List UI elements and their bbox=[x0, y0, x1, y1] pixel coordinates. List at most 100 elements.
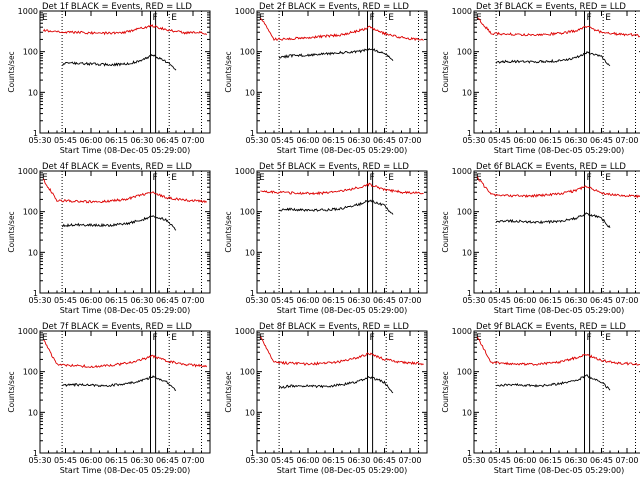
x-axis-label: Start Time (08-Dec-05 05:29:00) bbox=[60, 146, 191, 155]
x-tick-label: 06:15 bbox=[539, 136, 562, 145]
x-tick-label: 05:45 bbox=[488, 296, 511, 305]
events-series-line bbox=[278, 47, 394, 61]
y-tick-label: 1 bbox=[33, 289, 38, 298]
events-series-line bbox=[495, 374, 611, 391]
plot-frame bbox=[473, 10, 640, 134]
panel-title: Det 7f BLACK = Events, RED = LLD bbox=[42, 322, 192, 332]
plot-frame bbox=[473, 170, 640, 294]
y-tick-label: 10 bbox=[28, 408, 38, 417]
x-tick-label: 06:30 bbox=[130, 136, 153, 145]
time-marker-label: E bbox=[259, 333, 265, 343]
x-tick-label: 06:00 bbox=[79, 456, 102, 465]
x-tick-label: 07:00 bbox=[398, 136, 421, 145]
y-tick-label: 100 bbox=[23, 208, 38, 217]
x-tick-label: 06:15 bbox=[105, 456, 128, 465]
time-marker-label: E bbox=[476, 13, 482, 23]
x-tick-label: 06:00 bbox=[296, 136, 319, 145]
lld-series-line bbox=[476, 176, 640, 199]
x-tick-label: 07:00 bbox=[181, 136, 204, 145]
time-marker-label: F bbox=[370, 333, 375, 343]
x-tick-label: 05:45 bbox=[54, 296, 77, 305]
x-tick-label: 06:15 bbox=[322, 136, 345, 145]
time-marker-label: E bbox=[171, 333, 177, 343]
time-marker-label: F bbox=[153, 173, 158, 183]
x-tick-label: 05:30 bbox=[28, 456, 51, 465]
x-tick-label: 06:15 bbox=[539, 456, 562, 465]
x-tick-label: 06:15 bbox=[105, 136, 128, 145]
time-marker-label: F bbox=[587, 333, 592, 343]
events-series-line bbox=[495, 212, 611, 228]
y-tick-label: 100 bbox=[457, 208, 472, 217]
time-marker-label: E bbox=[605, 173, 611, 183]
x-tick-label: 05:45 bbox=[488, 456, 511, 465]
x-tick-label: 07:00 bbox=[398, 296, 421, 305]
x-tick-label: 06:45 bbox=[373, 296, 396, 305]
x-axis-label: Start Time (08-Dec-05 05:29:00) bbox=[494, 306, 625, 315]
plot-frame bbox=[39, 170, 211, 294]
y-tick-label: 1000 bbox=[452, 167, 472, 176]
y-tick-label: 10 bbox=[245, 248, 255, 257]
panel-title: Det 3f BLACK = Events, RED = LLD bbox=[476, 2, 626, 12]
time-marker-label: E bbox=[171, 13, 177, 23]
x-tick-label: 06:00 bbox=[79, 296, 102, 305]
x-axis-label: Start Time (08-Dec-05 05:29:00) bbox=[60, 306, 191, 315]
y-axis-label: Counts/sec bbox=[441, 211, 450, 252]
y-axis-label: Counts/sec bbox=[224, 51, 233, 92]
x-tick-label: 05:30 bbox=[462, 456, 485, 465]
x-tick-label: 06:45 bbox=[590, 456, 613, 465]
time-marker-label: E bbox=[259, 13, 265, 23]
events-series-line bbox=[61, 215, 177, 231]
events-series-line bbox=[495, 50, 611, 67]
panel-title: Det 1f BLACK = Events, RED = LLD bbox=[42, 2, 192, 12]
lld-series-line bbox=[476, 336, 640, 367]
x-tick-label: 06:00 bbox=[296, 456, 319, 465]
time-marker-label: E bbox=[605, 333, 611, 343]
plot-frame bbox=[39, 10, 211, 134]
x-tick-label: 06:45 bbox=[590, 296, 613, 305]
x-tick-label: 07:00 bbox=[615, 456, 638, 465]
y-tick-label: 10 bbox=[28, 88, 38, 97]
x-axis-label: Start Time (08-Dec-05 05:29:00) bbox=[494, 146, 625, 155]
y-tick-label: 100 bbox=[240, 368, 255, 377]
x-tick-label: 06:00 bbox=[513, 456, 536, 465]
time-marker-label: F bbox=[587, 13, 592, 23]
x-tick-label: 05:30 bbox=[245, 296, 268, 305]
y-axis-label: Counts/sec bbox=[7, 51, 16, 92]
y-tick-label: 100 bbox=[240, 48, 255, 57]
y-tick-label: 100 bbox=[457, 368, 472, 377]
x-tick-label: 06:00 bbox=[513, 136, 536, 145]
detector-panel: Det 9f BLACK = Events, RED = LLD 1 10 100 10… bbox=[441, 322, 640, 475]
y-tick-label: 1000 bbox=[235, 167, 255, 176]
x-axis-label: Start Time (08-Dec-05 05:29:00) bbox=[277, 466, 408, 475]
x-tick-label: 06:45 bbox=[156, 296, 179, 305]
x-axis-label: Start Time (08-Dec-05 05:29:00) bbox=[277, 146, 408, 155]
x-tick-label: 07:00 bbox=[181, 456, 204, 465]
y-tick-label: 1000 bbox=[235, 327, 255, 336]
lld-series-line bbox=[43, 178, 207, 204]
y-tick-label: 10 bbox=[28, 248, 38, 257]
detector-panel: Det 8f BLACK = Events, RED = LLD 1 10 100 10… bbox=[224, 322, 428, 475]
lld-series-line bbox=[43, 340, 207, 369]
plot-frame bbox=[256, 330, 428, 454]
y-tick-label: 10 bbox=[245, 408, 255, 417]
x-tick-label: 05:30 bbox=[462, 136, 485, 145]
x-tick-label: 07:00 bbox=[181, 296, 204, 305]
x-tick-label: 06:15 bbox=[322, 456, 345, 465]
time-marker-label: E bbox=[42, 333, 48, 343]
lld-series-line bbox=[260, 182, 424, 196]
y-tick-label: 1 bbox=[33, 129, 38, 138]
x-tick-label: 05:45 bbox=[271, 136, 294, 145]
y-tick-label: 1 bbox=[33, 449, 38, 458]
y-tick-label: 1 bbox=[467, 449, 472, 458]
x-tick-label: 05:30 bbox=[245, 456, 268, 465]
x-tick-label: 05:30 bbox=[245, 136, 268, 145]
x-tick-label: 06:15 bbox=[322, 296, 345, 305]
panel-title: Det 9f BLACK = Events, RED = LLD bbox=[476, 322, 626, 332]
time-marker-label: F bbox=[370, 173, 375, 183]
x-tick-label: 07:00 bbox=[398, 456, 421, 465]
time-marker-label: F bbox=[153, 333, 158, 343]
x-axis-label: Start Time (08-Dec-05 05:29:00) bbox=[494, 466, 625, 475]
y-tick-label: 1 bbox=[250, 129, 255, 138]
